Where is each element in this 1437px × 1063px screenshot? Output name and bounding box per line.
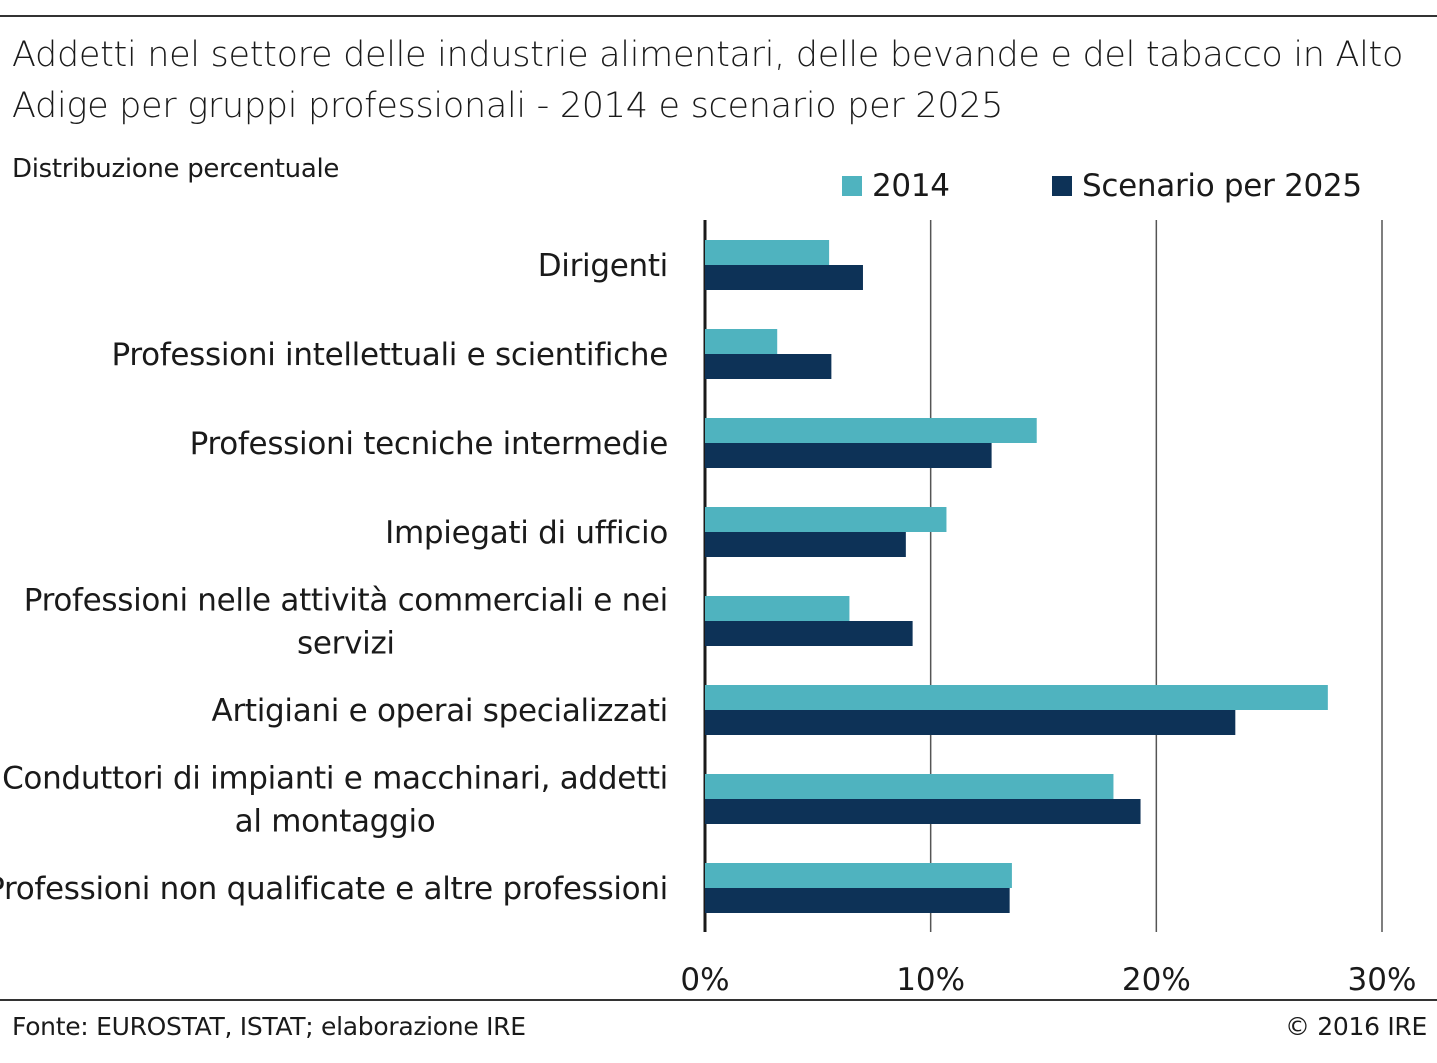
category-label: Professioni tecniche intermedie: [190, 426, 668, 462]
bar-2014-2: [705, 418, 1037, 443]
category-label: Dirigenti: [538, 248, 668, 284]
legend-label-2025: Scenario per 2025: [1082, 168, 1362, 204]
bottom-rule: [0, 999, 1437, 1001]
x-tick-label: 30%: [1348, 962, 1417, 998]
bar-2025-6: [705, 799, 1141, 824]
bar-2025-5: [705, 710, 1236, 735]
bar-2025-4: [705, 621, 913, 646]
bar-2014-6: [705, 774, 1114, 799]
copyright-note: © 2016 IRE: [1284, 1012, 1427, 1041]
legend-item-2014: 2014: [842, 166, 950, 206]
category-label: Professioni non qualificate e altre prof…: [0, 871, 668, 907]
bar-2014-7: [705, 863, 1012, 888]
bar-2025-7: [705, 888, 1010, 913]
category-label: al montaggio: [235, 804, 436, 840]
bar-2025-2: [705, 443, 992, 468]
category-label-layer: Dirigenti Professioni intellettuali e sci…: [0, 248, 668, 907]
chart-subtitle: Distribuzione percentuale: [12, 154, 340, 184]
bar-layer: [705, 240, 1328, 913]
legend-label-2014: 2014: [872, 168, 950, 204]
legend-item-2025: Scenario per 2025: [1052, 166, 1362, 206]
bar-2014-3: [705, 507, 947, 532]
chart-title: Addetti nel settore delle industrie alim…: [12, 35, 1404, 126]
category-label: Conduttori di impianti e macchinari, add…: [2, 761, 668, 797]
bar-2025-3: [705, 532, 906, 557]
x-tick-label: 0%: [680, 962, 729, 998]
x-tick-label: 10%: [896, 962, 965, 998]
source-note: Fonte: EUROSTAT, ISTAT; elaborazione IRE: [12, 1012, 526, 1041]
bar-2025-0: [705, 265, 863, 290]
category-label: Impiegati di ufficio: [385, 515, 668, 551]
category-label: Professioni intellettuali e scientifiche: [112, 337, 669, 373]
x-tick-label: 20%: [1122, 962, 1191, 998]
category-label: Professioni nelle attività commerciali e…: [24, 583, 668, 619]
grid-layer: [703, 220, 1383, 932]
legend-swatch-2014: [842, 176, 862, 196]
bar-2014-4: [705, 596, 850, 621]
bar-2014-0: [705, 240, 830, 265]
bar-chart: Dirigenti Professioni intellettuali e sci…: [0, 220, 1416, 998]
category-label: Artigiani e operai specializzati: [212, 693, 668, 729]
bar-2025-1: [705, 354, 832, 379]
top-rule: [0, 15, 1437, 17]
x-tick-layer: 0% 10% 20% 30%: [680, 962, 1416, 998]
legend-swatch-2025: [1052, 176, 1072, 196]
bar-2014-5: [705, 685, 1328, 710]
category-label: servizi: [297, 626, 395, 662]
bar-2014-1: [705, 329, 778, 354]
